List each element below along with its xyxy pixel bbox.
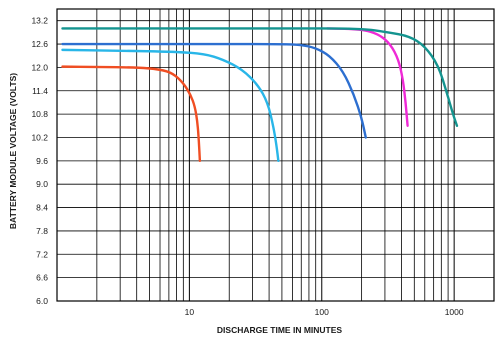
plot-frame [56, 8, 495, 302]
y-tick-label: 9.0 [36, 179, 48, 189]
series-line-1 [61, 65, 202, 163]
series-line-4 [326, 27, 409, 127]
tick-labels: 6.0 6.6 7.2 7.8 8.4 9.0 9.6 10.2 10.8 11.4 12.0 12.… [31, 16, 463, 317]
y-tick-label: 7.2 [36, 249, 48, 259]
x-axis-title: DISCHARGE TIME IN MINUTES [217, 325, 342, 335]
y-tick-label: 8.4 [36, 203, 48, 213]
y-tick-label: 6.0 [36, 296, 48, 306]
x-tick-label: 1000 [445, 307, 464, 317]
y-tick-label: 11.4 [32, 86, 48, 96]
series-line-3 [61, 42, 367, 139]
y-tick-label: 13.2 [31, 16, 48, 26]
y-tick-label: 10.2 [31, 132, 48, 142]
y-tick-label: 12.6 [31, 39, 48, 49]
x-tick-label: 10 [185, 307, 195, 317]
y-tick-label: 7.8 [36, 226, 48, 236]
y-tick-label: 12.0 [31, 62, 48, 72]
series-line-2 [61, 48, 280, 163]
series-lines [61, 27, 459, 163]
y-tick-label: 10.8 [31, 109, 48, 119]
y-tick-label: 6.6 [36, 273, 48, 283]
x-tick-label: 100 [315, 307, 329, 317]
y-axis-title: BATTERY MODULE VOLTAGE (VOLTS) [8, 73, 18, 229]
y-tick-label: 9.6 [36, 156, 48, 166]
series-line-5 [61, 27, 459, 127]
grid-lines [56, 9, 495, 302]
